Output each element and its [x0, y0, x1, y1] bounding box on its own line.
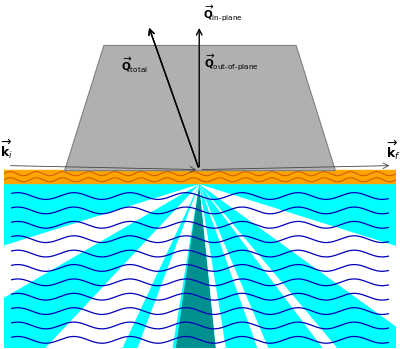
Polygon shape [199, 184, 340, 349]
Text: $\overrightarrow{\mathbf{k}}_f$: $\overrightarrow{\mathbf{k}}_f$ [386, 139, 400, 162]
Text: $\overrightarrow{\mathbf{Q}}_{\rm in\text{-}plane}$: $\overrightarrow{\mathbf{Q}}_{\rm in\tex… [203, 3, 243, 23]
Bar [4, 170, 396, 183]
Polygon shape [199, 184, 226, 349]
Bar [4, 184, 396, 348]
Polygon shape [175, 184, 216, 349]
Bar [4, 174, 396, 184]
Polygon shape [136, 184, 199, 349]
Polygon shape [0, 184, 199, 349]
Polygon shape [65, 45, 335, 171]
Polygon shape [199, 184, 400, 349]
Polygon shape [199, 184, 270, 349]
Text: $\overrightarrow{\mathbf{k}}_i$: $\overrightarrow{\mathbf{k}}_i$ [0, 137, 13, 161]
Polygon shape [42, 184, 199, 349]
Text: $\overrightarrow{\mathbf{Q}}_{\rm out\text{-}of\text{-}plane}$: $\overrightarrow{\mathbf{Q}}_{\rm out\te… [204, 52, 259, 72]
Bar [4, 184, 396, 348]
Text: $\overrightarrow{\mathbf{Q}}_{\rm total}$: $\overrightarrow{\mathbf{Q}}_{\rm total}… [121, 56, 148, 75]
